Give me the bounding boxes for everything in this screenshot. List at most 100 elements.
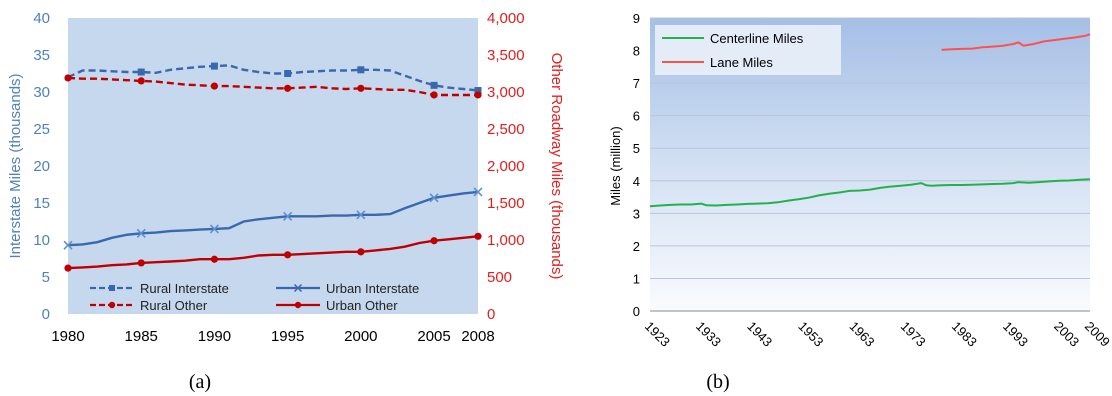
- legend-label: Rural Interstate: [140, 281, 229, 296]
- x-tick-label: 1985: [125, 328, 158, 345]
- data-point-urban-other: [284, 251, 292, 259]
- chart-b-gridlines: [650, 17, 1090, 312]
- data-point-rural-other: [210, 82, 219, 90]
- legend-marker: [294, 301, 302, 309]
- x-tick-label: 1923: [642, 319, 673, 350]
- y-right-tick-label: 4,000: [487, 10, 525, 27]
- data-point-urban-interstate: [136, 228, 146, 238]
- legend-label: Centerline Miles: [710, 31, 804, 46]
- data-point-rural-other: [474, 91, 482, 99]
- y-tick-label: 4: [633, 174, 640, 189]
- x-tick-label: 1990: [198, 328, 231, 345]
- chart-a-x-ticks: 1980 1985 1990 1995 2000 2005 2008: [51, 328, 494, 345]
- y-tick-label: 2: [633, 239, 640, 254]
- data-point-urban-interstate: [209, 224, 219, 234]
- chart-a: 1980 1985 1990 1995 2000 2005 2008 0 5 10 15 20 25 3…: [7, 10, 565, 393]
- y-left-tick-label: 25: [33, 121, 50, 138]
- x-tick-label: 1983: [949, 319, 980, 350]
- data-point-urban-interstate: [63, 240, 73, 250]
- data-point-urban-other: [137, 259, 145, 267]
- caption-a: (a): [189, 371, 211, 393]
- x-tick-label: 2003: [1051, 319, 1082, 350]
- chart-b-x-ticks: 1923 1933 1943 1953 1963 1973 1983 1993 2003 2009: [642, 319, 1112, 350]
- series-line-centerline-miles: [649, 178, 1091, 208]
- data-point-rural-interstate: [210, 62, 218, 70]
- y-left-tick-label: 20: [33, 158, 50, 175]
- y-left-tick-label: 5: [42, 269, 50, 286]
- data-point-urban-interstate: [283, 211, 293, 221]
- y-tick-label: 7: [633, 76, 640, 91]
- data-point-urban-other: [430, 237, 438, 245]
- series-line-rural-interstate: [67, 64, 479, 92]
- y-left-tick-label: 35: [33, 47, 50, 64]
- legend-box: [655, 25, 841, 75]
- x-tick-label: 2000: [344, 328, 377, 345]
- legend-item-rural-other: Rural Other: [90, 298, 208, 313]
- data-point-rural-interstate: [357, 66, 365, 74]
- plot-area: [68, 18, 478, 314]
- y-left-tick-label: 15: [33, 195, 50, 212]
- legend-item-urban-other: Urban Other: [276, 298, 398, 313]
- y-tick-label: 8: [633, 44, 640, 59]
- x-tick-label: 1953: [795, 319, 826, 350]
- y-axis-right-label: Other Roadway Miles (thousands): [548, 53, 565, 280]
- chart-a-y-right-ticks: 0 500 1,000 1,500 2,000 2,500 3,000 3,500 4,000: [487, 10, 525, 323]
- legend-label: Lane Miles: [710, 55, 773, 70]
- y-axis-left-label: Interstate Miles (thousands): [7, 73, 24, 258]
- legend-item-rural-interstate: Rural Interstate: [90, 281, 229, 296]
- data-point-urban-other: [210, 255, 219, 263]
- series-line-lane-miles: [941, 33, 1091, 51]
- data-point-rural-other: [64, 74, 72, 82]
- data-point-rural-other: [284, 84, 292, 92]
- chart-b-y-ticks: 0 1 2 3 4 5 6 7 8 9: [633, 11, 640, 319]
- data-point-rural-other: [430, 91, 438, 99]
- y-right-tick-label: 1,000: [487, 232, 525, 249]
- legend-marker: [108, 301, 116, 309]
- x-tick-label: 1993: [1000, 319, 1031, 350]
- y-right-tick-label: 1,500: [487, 195, 525, 212]
- legend-item-lane-miles: Lane Miles: [662, 55, 773, 70]
- chart-b-series-group: [649, 33, 1091, 208]
- chart-b-legend: Centerline Miles Lane Miles: [655, 25, 841, 75]
- data-point-rural-other: [357, 84, 365, 92]
- series-line-urban-interstate: [67, 190, 479, 247]
- chart-a-series-group: [63, 62, 483, 272]
- y-tick-label: 5: [633, 141, 640, 156]
- y-right-tick-label: 3,000: [487, 84, 525, 101]
- y-tick-label: 3: [633, 206, 640, 221]
- y-left-tick-label: 0: [42, 306, 50, 323]
- y-right-tick-label: 3,500: [487, 47, 525, 64]
- legend-marker: [109, 285, 115, 291]
- series-line-rural-other: [67, 76, 478, 97]
- y-right-tick-label: 0: [487, 306, 495, 323]
- x-tick-label: 1963: [847, 319, 878, 350]
- chart-a-legend: Rural Interstate Urban Interstate Rural Ot…: [90, 281, 419, 313]
- x-tick-label: 1973: [898, 319, 929, 350]
- x-tick-label: 2008: [461, 328, 494, 345]
- y-tick-label: 6: [633, 109, 640, 124]
- data-point-urban-interstate: [356, 210, 366, 220]
- data-point-urban-interstate: [429, 193, 439, 203]
- legend-label: Urban Other: [326, 298, 398, 313]
- series-line-urban-other: [67, 235, 479, 270]
- x-tick-label: 2005: [417, 328, 450, 345]
- y-right-tick-label: 500: [487, 269, 512, 286]
- y-axis-label: Miles (million): [608, 126, 623, 205]
- chart-b: 1923 1933 1943 1953 1963 1973 1983 1993 2003 2009…: [608, 11, 1112, 393]
- data-point-urban-interstate: [473, 187, 483, 197]
- legend-label: Rural Other: [140, 298, 208, 313]
- x-tick-label: 1995: [271, 328, 304, 345]
- legend-marker: [293, 283, 303, 293]
- x-tick-label: 2009: [1082, 319, 1112, 350]
- y-tick-label: 1: [633, 271, 640, 286]
- legend-item-centerline-miles: Centerline Miles: [662, 31, 804, 46]
- y-right-tick-label: 2,000: [487, 158, 525, 175]
- y-left-tick-label: 10: [33, 232, 50, 249]
- data-point-urban-other: [357, 248, 365, 256]
- data-point-urban-other: [474, 232, 482, 240]
- legend-label: Urban Interstate: [326, 281, 419, 296]
- x-tick-label: 1980: [51, 328, 84, 345]
- x-tick-label: 1943: [744, 319, 775, 350]
- y-left-tick-label: 30: [33, 84, 50, 101]
